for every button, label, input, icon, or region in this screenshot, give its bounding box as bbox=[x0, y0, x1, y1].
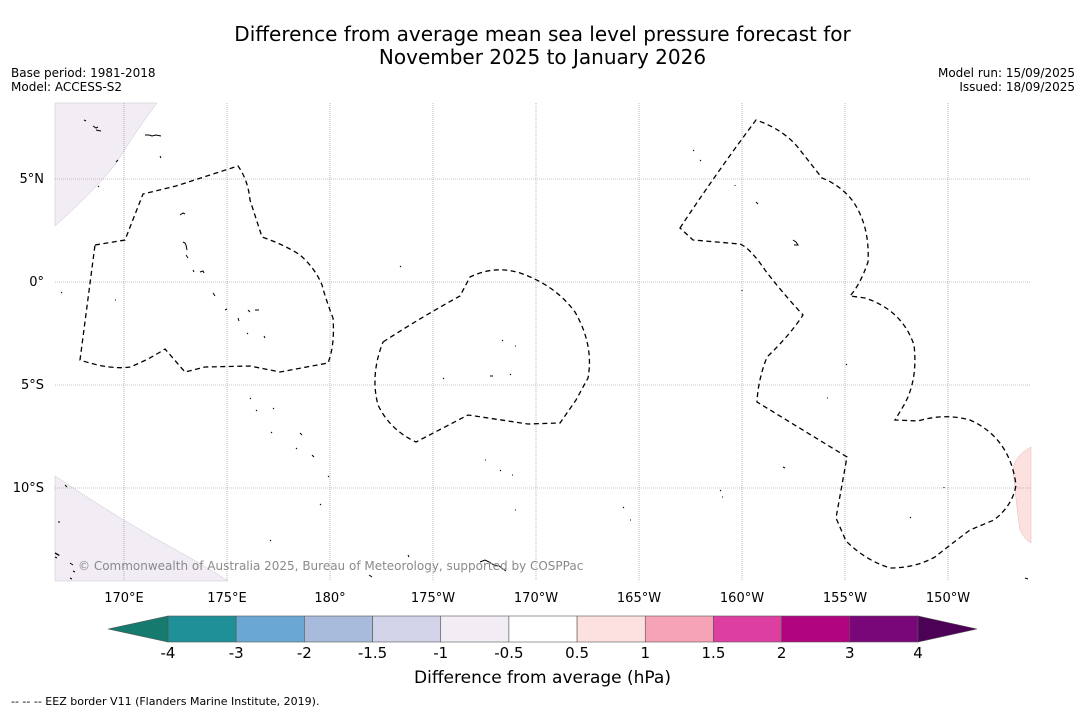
lon-label-170e: 170°E bbox=[104, 591, 144, 606]
colorbar-bin bbox=[849, 615, 919, 643]
shaded-region-southwest bbox=[54, 475, 229, 582]
colorbar-tick-label: 1.5 bbox=[702, 644, 726, 662]
meta-left: Base period: 1981-2018 Model: ACCESS-S2 bbox=[11, 66, 156, 94]
colorbar-tick-label: -1 bbox=[433, 644, 448, 662]
lon-label-150w: 150°W bbox=[926, 591, 970, 606]
islands bbox=[54, 119, 1029, 580]
colorbar-tick-label: 3 bbox=[845, 644, 855, 662]
shaded-region-northwest bbox=[54, 102, 158, 227]
colorbar-extend-low bbox=[107, 615, 169, 643]
lon-label-155w: 155°W bbox=[823, 591, 867, 606]
colorbar: -4 -3 -2 -1.5 -1 -0.5 0.5 1 1.5 2 3 4 bbox=[107, 615, 978, 662]
colorbar-tick-label: 0.5 bbox=[565, 644, 589, 662]
issued-text: Issued: 18/09/2025 bbox=[959, 80, 1075, 94]
colorbar-tick-label: -4 bbox=[161, 644, 176, 662]
colorbar-tick-label: -2 bbox=[297, 644, 312, 662]
colorbar-bin bbox=[576, 615, 646, 643]
eez-border-tokelau bbox=[374, 269, 591, 443]
lon-label-180: 180° bbox=[314, 591, 345, 606]
model-text: Model: ACCESS-S2 bbox=[11, 80, 123, 94]
shaded-region-east bbox=[1012, 446, 1032, 544]
colorbar-bin bbox=[235, 615, 305, 643]
lon-label-170w: 170°W bbox=[514, 591, 558, 606]
meta-right: Model run: 15/09/2025 Issued: 18/09/2025 bbox=[938, 66, 1075, 94]
lon-label-175e: 175°E bbox=[207, 591, 247, 606]
colorbar-extend-high bbox=[917, 615, 978, 643]
lat-label-5n: 5°N bbox=[20, 172, 45, 187]
eez-border-left-edge-south bbox=[54, 552, 63, 558]
latitude-labels: 5°N 0° 5°S 10°S bbox=[13, 172, 44, 496]
model-run-text: Model run: 15/09/2025 bbox=[937, 66, 1075, 80]
colorbar-bin bbox=[372, 615, 442, 643]
colorbar-bin bbox=[440, 615, 510, 643]
colorbar-bin bbox=[304, 615, 373, 643]
eez-footnote: -- -- -- EEZ border V11 (Flanders Marine… bbox=[11, 695, 320, 708]
map-panel: © Commonwealth of Australia 2025, Bureau… bbox=[13, 102, 1032, 606]
lat-label-5s: 5°S bbox=[21, 378, 44, 393]
colorbar-tick-label: 4 bbox=[913, 644, 923, 662]
lon-label-175w: 175°W bbox=[411, 591, 455, 606]
colorbar-tick-label: -3 bbox=[229, 644, 244, 662]
colorbar-bin bbox=[713, 615, 782, 643]
colorbar-bin bbox=[781, 615, 851, 643]
base-period-text: Base period: 1981-2018 bbox=[11, 66, 156, 80]
lon-label-160w: 160°W bbox=[720, 591, 764, 606]
colorbar-label: Difference from average (hPa) bbox=[414, 668, 671, 688]
colorbar-bin bbox=[167, 615, 237, 643]
eez-border-kiribati-gilbert bbox=[79, 165, 335, 373]
colorbar-tick-label: 2 bbox=[777, 644, 787, 662]
map-title-line2: November 2025 to January 2026 bbox=[378, 45, 707, 69]
eez-borders bbox=[54, 119, 1017, 569]
longitude-labels: 170°E 175°E 180° 175°W 170°W 165°W 160°W… bbox=[104, 591, 970, 606]
colorbar-bin bbox=[644, 615, 714, 643]
map-title-line1: Difference from average mean sea level p… bbox=[234, 22, 851, 46]
copyright-text: © Commonwealth of Australia 2025, Bureau… bbox=[78, 559, 583, 573]
colorbar-tick-label: 1 bbox=[640, 644, 650, 662]
colorbar-bin bbox=[508, 615, 578, 643]
latitude-gridlines bbox=[55, 178, 1031, 489]
colorbar-tick-label: -1.5 bbox=[358, 644, 387, 662]
longitude-gridlines bbox=[123, 103, 949, 581]
lat-label-0: 0° bbox=[29, 275, 44, 290]
lon-label-165w: 165°W bbox=[617, 591, 661, 606]
eez-border-line-islands-north bbox=[679, 119, 1017, 569]
lat-label-10s: 10°S bbox=[13, 481, 44, 496]
colorbar-tick-label: -0.5 bbox=[494, 644, 523, 662]
